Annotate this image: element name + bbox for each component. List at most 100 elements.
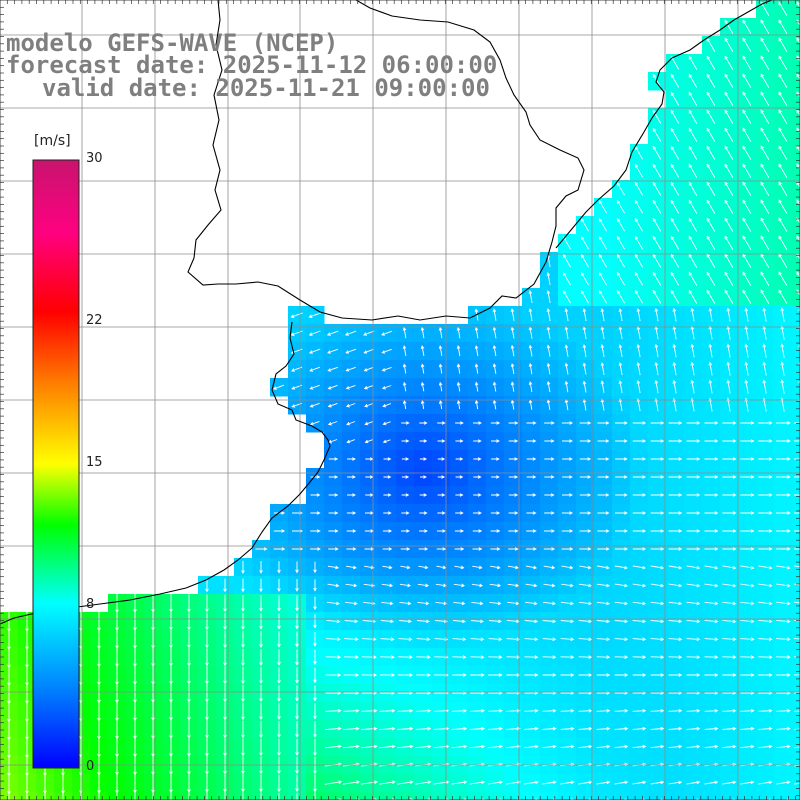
- wind-arrow: [686, 637, 701, 642]
- wind-arrow: [415, 780, 432, 785]
- wind-arrow: [597, 511, 610, 515]
- wind-arrow: [690, 361, 695, 376]
- wind-arrow: [724, 163, 734, 178]
- wind-arrow: [760, 73, 770, 88]
- wind-arrow: [295, 561, 299, 574]
- wind-arrow: [526, 511, 537, 515]
- wind-arrow: [579, 439, 592, 443]
- wind-arrow: [364, 403, 374, 408]
- wind-arrow: [758, 421, 773, 425]
- wind-arrow: [326, 637, 341, 642]
- wind-arrow: [241, 648, 245, 667]
- wind-arrow: [381, 583, 394, 588]
- wind-arrow: [724, 73, 734, 88]
- speed-cell: [594, 792, 613, 800]
- wind-arrow: [383, 475, 392, 479]
- wind-arrow: [277, 578, 281, 593]
- wind-arrow: [596, 744, 611, 749]
- wind-arrow: [510, 344, 515, 357]
- wind-arrow: [314, 792, 316, 800]
- wind-arrow: [686, 619, 701, 624]
- wind-arrow: [419, 439, 428, 443]
- wind-arrow: [670, 145, 680, 160]
- wind-arrow: [740, 655, 755, 659]
- wind-arrow: [361, 655, 377, 659]
- wind-arrow: [794, 494, 800, 496]
- wind-arrow: [794, 728, 800, 730]
- wind-arrow: [726, 379, 731, 394]
- wind-arrow: [561, 565, 574, 570]
- wind-arrow: [382, 547, 393, 551]
- wind-arrow: [722, 744, 737, 749]
- wind-arrow: [726, 325, 731, 340]
- wind-arrow: [277, 774, 281, 793]
- wind-arrow: [327, 583, 340, 588]
- wind-arrow: [668, 493, 683, 497]
- wind-arrow: [724, 217, 734, 232]
- wind-arrow: [472, 529, 483, 533]
- wind-arrow: [778, 271, 788, 287]
- wind-arrow: [151, 612, 155, 631]
- wind-arrow: [438, 381, 443, 392]
- wind-arrow: [704, 421, 719, 425]
- wind-arrow: [615, 529, 628, 533]
- wind-arrow: [742, 145, 752, 160]
- wind-arrow: [582, 380, 587, 393]
- wind-arrow: [455, 421, 464, 425]
- wind-arrow: [704, 637, 719, 642]
- wind-arrow: [597, 421, 610, 425]
- wind-arrow: [380, 637, 395, 642]
- wind-arrow: [742, 109, 752, 124]
- wind-arrow: [273, 384, 285, 390]
- wind-arrow: [455, 457, 464, 461]
- wind-arrow: [778, 235, 788, 251]
- wind-arrow: [343, 673, 360, 677]
- wind-arrow: [313, 721, 317, 738]
- wind-arrow: [398, 655, 413, 659]
- wind-arrow: [597, 565, 610, 570]
- speed-cell: [792, 72, 800, 91]
- wind-arrow: [524, 708, 539, 713]
- speed-cell: [792, 126, 800, 145]
- wind-arrow: [187, 720, 191, 739]
- wind-arrow: [724, 289, 734, 304]
- wind-arrow: [724, 37, 734, 52]
- wind-arrow: [310, 529, 321, 533]
- wind-arrow: [760, 37, 770, 52]
- wind-arrow: [668, 529, 683, 533]
- speed-cell: [324, 792, 343, 800]
- speed-cell: [792, 288, 800, 307]
- wind-arrow: [546, 290, 551, 304]
- wind-arrow: [686, 583, 701, 588]
- wind-arrow: [343, 744, 360, 749]
- colorbar: [32, 159, 80, 769]
- wind-arrow: [347, 457, 356, 461]
- wind-arrow: [581, 236, 589, 250]
- wind-arrow: [416, 637, 431, 642]
- wind-arrow: [542, 619, 557, 624]
- wind-arrow: [507, 565, 519, 570]
- wind-arrow: [310, 547, 321, 551]
- wind-arrow: [740, 708, 755, 713]
- wind-arrow: [672, 307, 677, 322]
- wind-arrow: [760, 217, 770, 232]
- wind-arrow: [310, 511, 321, 515]
- wind-arrow: [722, 457, 737, 461]
- wind-arrow: [524, 744, 539, 749]
- wind-arrow: [632, 529, 647, 533]
- wind-arrow: [758, 565, 773, 570]
- wind-arrow: [686, 708, 701, 713]
- wind-arrow: [778, 199, 788, 215]
- wind-arrow: [487, 780, 504, 785]
- wind-arrow: [780, 343, 785, 358]
- wind-arrow: [169, 666, 173, 685]
- wind-arrow: [618, 308, 623, 322]
- wind-arrow: [488, 708, 503, 713]
- wind-arrow: [419, 493, 428, 497]
- wind-arrow: [452, 637, 467, 642]
- wind-arrow: [690, 307, 695, 322]
- wind-arrow: [776, 511, 791, 515]
- wind-arrow: [686, 421, 701, 425]
- wind-arrow: [780, 379, 785, 394]
